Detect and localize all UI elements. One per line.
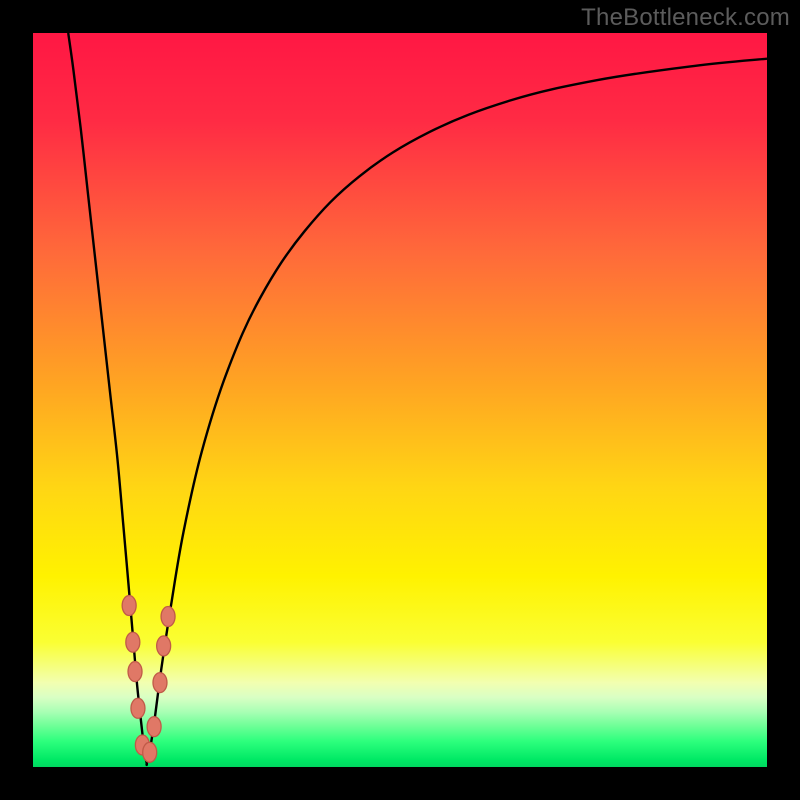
bottleneck-chart [0, 0, 800, 800]
sample-point [131, 698, 145, 718]
sample-point [161, 607, 175, 627]
plot-background-gradient [33, 33, 767, 767]
watermark-text: TheBottleneck.com [581, 4, 790, 32]
sample-point [157, 636, 171, 656]
chart-container: TheBottleneck.com [0, 0, 800, 800]
sample-point [128, 662, 142, 682]
sample-point [122, 596, 136, 616]
sample-point [143, 742, 157, 762]
sample-point [147, 717, 161, 737]
sample-point [153, 673, 167, 693]
sample-point [126, 632, 140, 652]
